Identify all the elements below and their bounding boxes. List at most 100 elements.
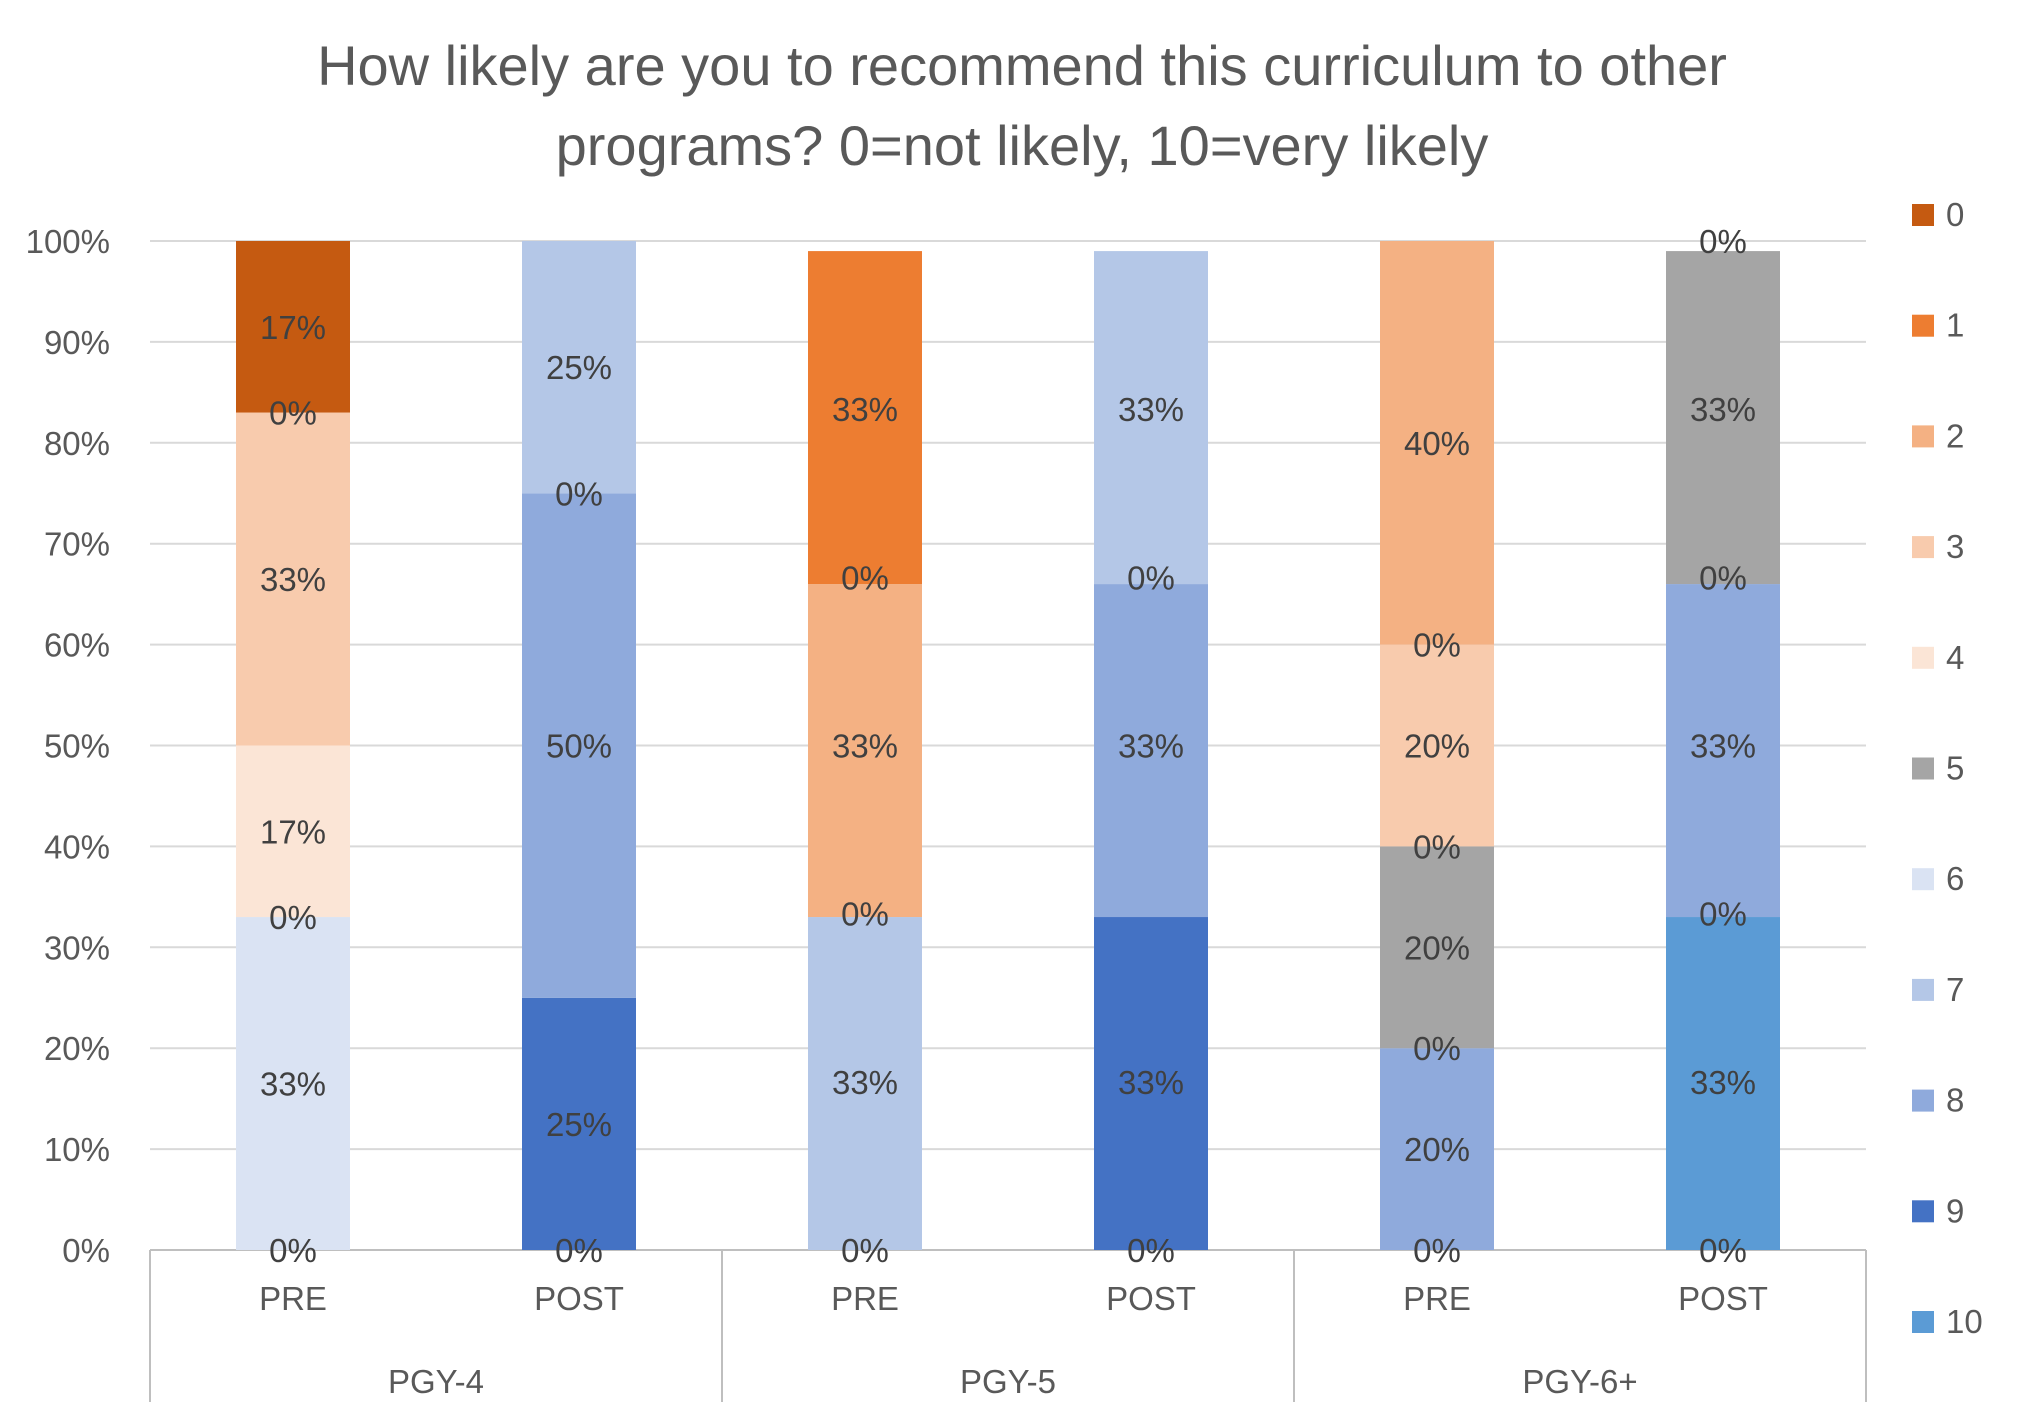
x-category-label: POST (1106, 1280, 1196, 1317)
x-category-label: POST (1678, 1280, 1768, 1317)
y-tick-label: 20% (44, 1030, 110, 1067)
bar-segment-8 (1666, 584, 1780, 918)
bar-segment-4 (236, 745, 350, 918)
data-label: 0% (1413, 1030, 1461, 1067)
bar-segment-3 (236, 412, 350, 746)
data-label: 33% (260, 561, 326, 598)
chart-title-line-2: programs? 0=not likely, 10=very likely (556, 114, 1489, 177)
data-label: 0% (1699, 223, 1747, 260)
data-label: 0% (1699, 559, 1747, 596)
legend-label: 1 (1946, 307, 1964, 344)
legend-swatch-8 (1912, 1089, 1934, 1112)
data-label: 0% (269, 899, 317, 936)
legend-label: 3 (1946, 528, 1964, 565)
legend-label: 7 (1946, 971, 1964, 1008)
legend-label: 8 (1946, 1082, 1964, 1119)
data-label: 20% (1404, 929, 1470, 966)
y-tick-label: 60% (44, 627, 110, 664)
x-category-label: PRE (259, 1280, 327, 1317)
data-label: 0% (269, 1232, 317, 1269)
y-tick-label: 90% (44, 324, 110, 361)
bar-segment-5 (1380, 846, 1494, 1049)
y-tick-label: 40% (44, 828, 110, 865)
bar-segment-9 (1094, 917, 1208, 1250)
data-label: 0% (841, 896, 889, 933)
legend-label: 9 (1946, 1192, 1964, 1229)
legend-swatch-4 (1912, 646, 1934, 669)
data-label: 0% (1413, 828, 1461, 865)
y-tick-label: 80% (44, 425, 110, 462)
bar-segment-2 (1380, 241, 1494, 645)
bar-segment-8 (1380, 1048, 1494, 1250)
data-label: 33% (1690, 1064, 1756, 1101)
legend-label: 4 (1946, 639, 1964, 676)
legend-label: 2 (1946, 417, 1964, 454)
legend-label: 5 (1946, 750, 1964, 787)
data-label: 33% (832, 1064, 898, 1101)
legend-swatch-6 (1912, 868, 1934, 891)
data-label: 20% (1404, 1131, 1470, 1168)
data-label: 0% (841, 1232, 889, 1269)
gridlines (150, 240, 1866, 1251)
bar-segment-7 (808, 917, 922, 1250)
y-tick-label: 100% (26, 223, 110, 260)
data-label: 33% (1118, 728, 1184, 765)
legend-swatch-7 (1912, 978, 1934, 1001)
data-label: 33% (832, 391, 898, 428)
x-group-label: PGY-6+ (1522, 1363, 1637, 1400)
x-axis: PRE POST PRE POST PRE POST PGY-4 PGY-5 PGY-6+ (149, 1250, 1867, 1402)
bar-segment-8 (1094, 584, 1208, 918)
legend-swatch-1 (1912, 314, 1934, 337)
x-group-label: PGY-5 (960, 1363, 1056, 1400)
chart-title-line-1: How likely are you to recommend this cur… (317, 34, 1727, 97)
data-label: 0% (1699, 896, 1747, 933)
data-label: 0% (1413, 627, 1461, 664)
legend-swatch-0 (1912, 204, 1934, 226)
legend-label: 10 (1946, 1303, 1983, 1340)
y-tick-label: 30% (44, 929, 110, 966)
data-labels: 0% 33% 0% 17% 33% 0% 17% 0% 25% 50% 25% 0% 0% 33% 0% 33… (260, 223, 1756, 1269)
legend-swatch-9 (1912, 1200, 1934, 1223)
data-label: 0% (555, 475, 603, 512)
data-label: 0% (1127, 1232, 1175, 1269)
data-label: 50% (546, 728, 612, 765)
bar-segment-0 (236, 241, 350, 413)
data-label: 0% (1127, 559, 1175, 596)
x-category-label: PRE (1403, 1280, 1471, 1317)
bar-segment-10 (1666, 917, 1780, 1250)
data-label: 20% (1404, 728, 1470, 765)
bar-segment-2 (808, 584, 922, 918)
data-label: 33% (1118, 1064, 1184, 1101)
y-tick-label: 10% (44, 1131, 110, 1168)
y-tick-label: 50% (44, 728, 110, 765)
y-axis: 0% 10% 20% 30% 40% 50% 60% 70% 80% 90% 100% (26, 223, 110, 1269)
x-category-label: PRE (831, 1280, 899, 1317)
legend-swatch-10 (1912, 1311, 1934, 1333)
data-label: 33% (260, 1066, 326, 1103)
data-label: 0% (1413, 1232, 1461, 1269)
data-label: 0% (1699, 1232, 1747, 1269)
data-label: 0% (269, 395, 317, 432)
x-category-label: POST (534, 1280, 624, 1317)
y-tick-label: 70% (44, 526, 110, 563)
chart-title: How likely are you to recommend this cur… (317, 34, 1727, 177)
x-group-label: PGY-4 (388, 1363, 484, 1400)
legend-label: 6 (1946, 860, 1964, 897)
data-label: 33% (1690, 728, 1756, 765)
bar-segment-6 (236, 917, 350, 1250)
legend-swatch-2 (1912, 425, 1934, 448)
bar-segment-3 (1380, 644, 1494, 847)
data-label: 33% (1690, 391, 1756, 428)
data-label: 17% (260, 309, 326, 346)
bars (236, 241, 1780, 1250)
bar-segment-8 (522, 493, 636, 998)
bar-segment-5 (1666, 251, 1780, 585)
legend-swatch-3 (1912, 536, 1934, 559)
bar-segment-7 (522, 241, 636, 494)
legend-label: 0 (1946, 196, 1964, 233)
bar-segment-7 (1094, 251, 1208, 585)
data-label: 25% (546, 1106, 612, 1143)
data-label: 33% (1118, 391, 1184, 428)
legend-swatch-5 (1912, 757, 1934, 780)
